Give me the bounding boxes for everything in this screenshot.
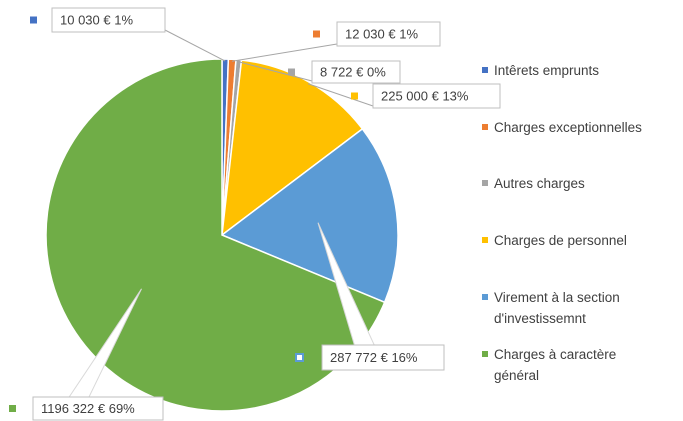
label-marker bbox=[30, 16, 37, 24]
legend-marker bbox=[482, 351, 488, 357]
legend-label: Charges à caractère général bbox=[494, 347, 617, 383]
legend-marker bbox=[482, 294, 488, 300]
data-label: 8 722 € 0% bbox=[320, 64, 386, 79]
label-box bbox=[372, 83, 501, 109]
pie-slice bbox=[45, 58, 386, 412]
label-box bbox=[321, 344, 445, 371]
label-marker bbox=[288, 68, 295, 76]
legend-label: Intêrets emprunts bbox=[494, 63, 600, 78]
legend-label: Virement à la section d'investissemnt bbox=[494, 290, 620, 326]
pie-slice bbox=[221, 59, 364, 237]
legend-item: Intêrets emprunts bbox=[482, 60, 672, 81]
legend-label: Autres charges bbox=[494, 176, 585, 191]
label-marker bbox=[351, 92, 358, 100]
data-label: 287 772 € 16% bbox=[330, 350, 418, 365]
label-marker bbox=[295, 353, 304, 362]
legend-marker bbox=[482, 124, 488, 130]
label-box bbox=[311, 60, 401, 84]
label-marker bbox=[9, 405, 16, 412]
label-box bbox=[51, 7, 166, 33]
legend-label: Charges exceptionnelles bbox=[494, 120, 642, 135]
legend-item: Charges de personnel bbox=[482, 230, 672, 251]
leader-line bbox=[307, 83, 374, 107]
legend-marker bbox=[482, 180, 488, 186]
legend-item: Autres charges bbox=[482, 173, 672, 194]
data-label: 1196 322 € 69% bbox=[41, 401, 135, 416]
legend-item: Charges à caractère général bbox=[482, 344, 672, 386]
legend-item: Virement à la section d'investissemnt bbox=[482, 287, 672, 329]
label-box bbox=[32, 396, 164, 421]
label-box bbox=[336, 21, 441, 47]
data-label: 10 030 € 1% bbox=[60, 12, 133, 27]
data-label: 12 030 € 1% bbox=[345, 26, 418, 41]
legend-item: Charges exceptionnelles bbox=[482, 117, 672, 138]
leader-line bbox=[164, 29, 226, 62]
leader-line bbox=[231, 43, 338, 62]
legend-marker bbox=[482, 237, 488, 243]
legend-label: Charges de personnel bbox=[494, 233, 627, 248]
legend-marker bbox=[482, 67, 488, 73]
pie-slice bbox=[220, 127, 399, 304]
data-label: 225 000 € 13% bbox=[381, 88, 469, 103]
label-marker bbox=[313, 30, 320, 38]
leader-line bbox=[238, 61, 313, 82]
